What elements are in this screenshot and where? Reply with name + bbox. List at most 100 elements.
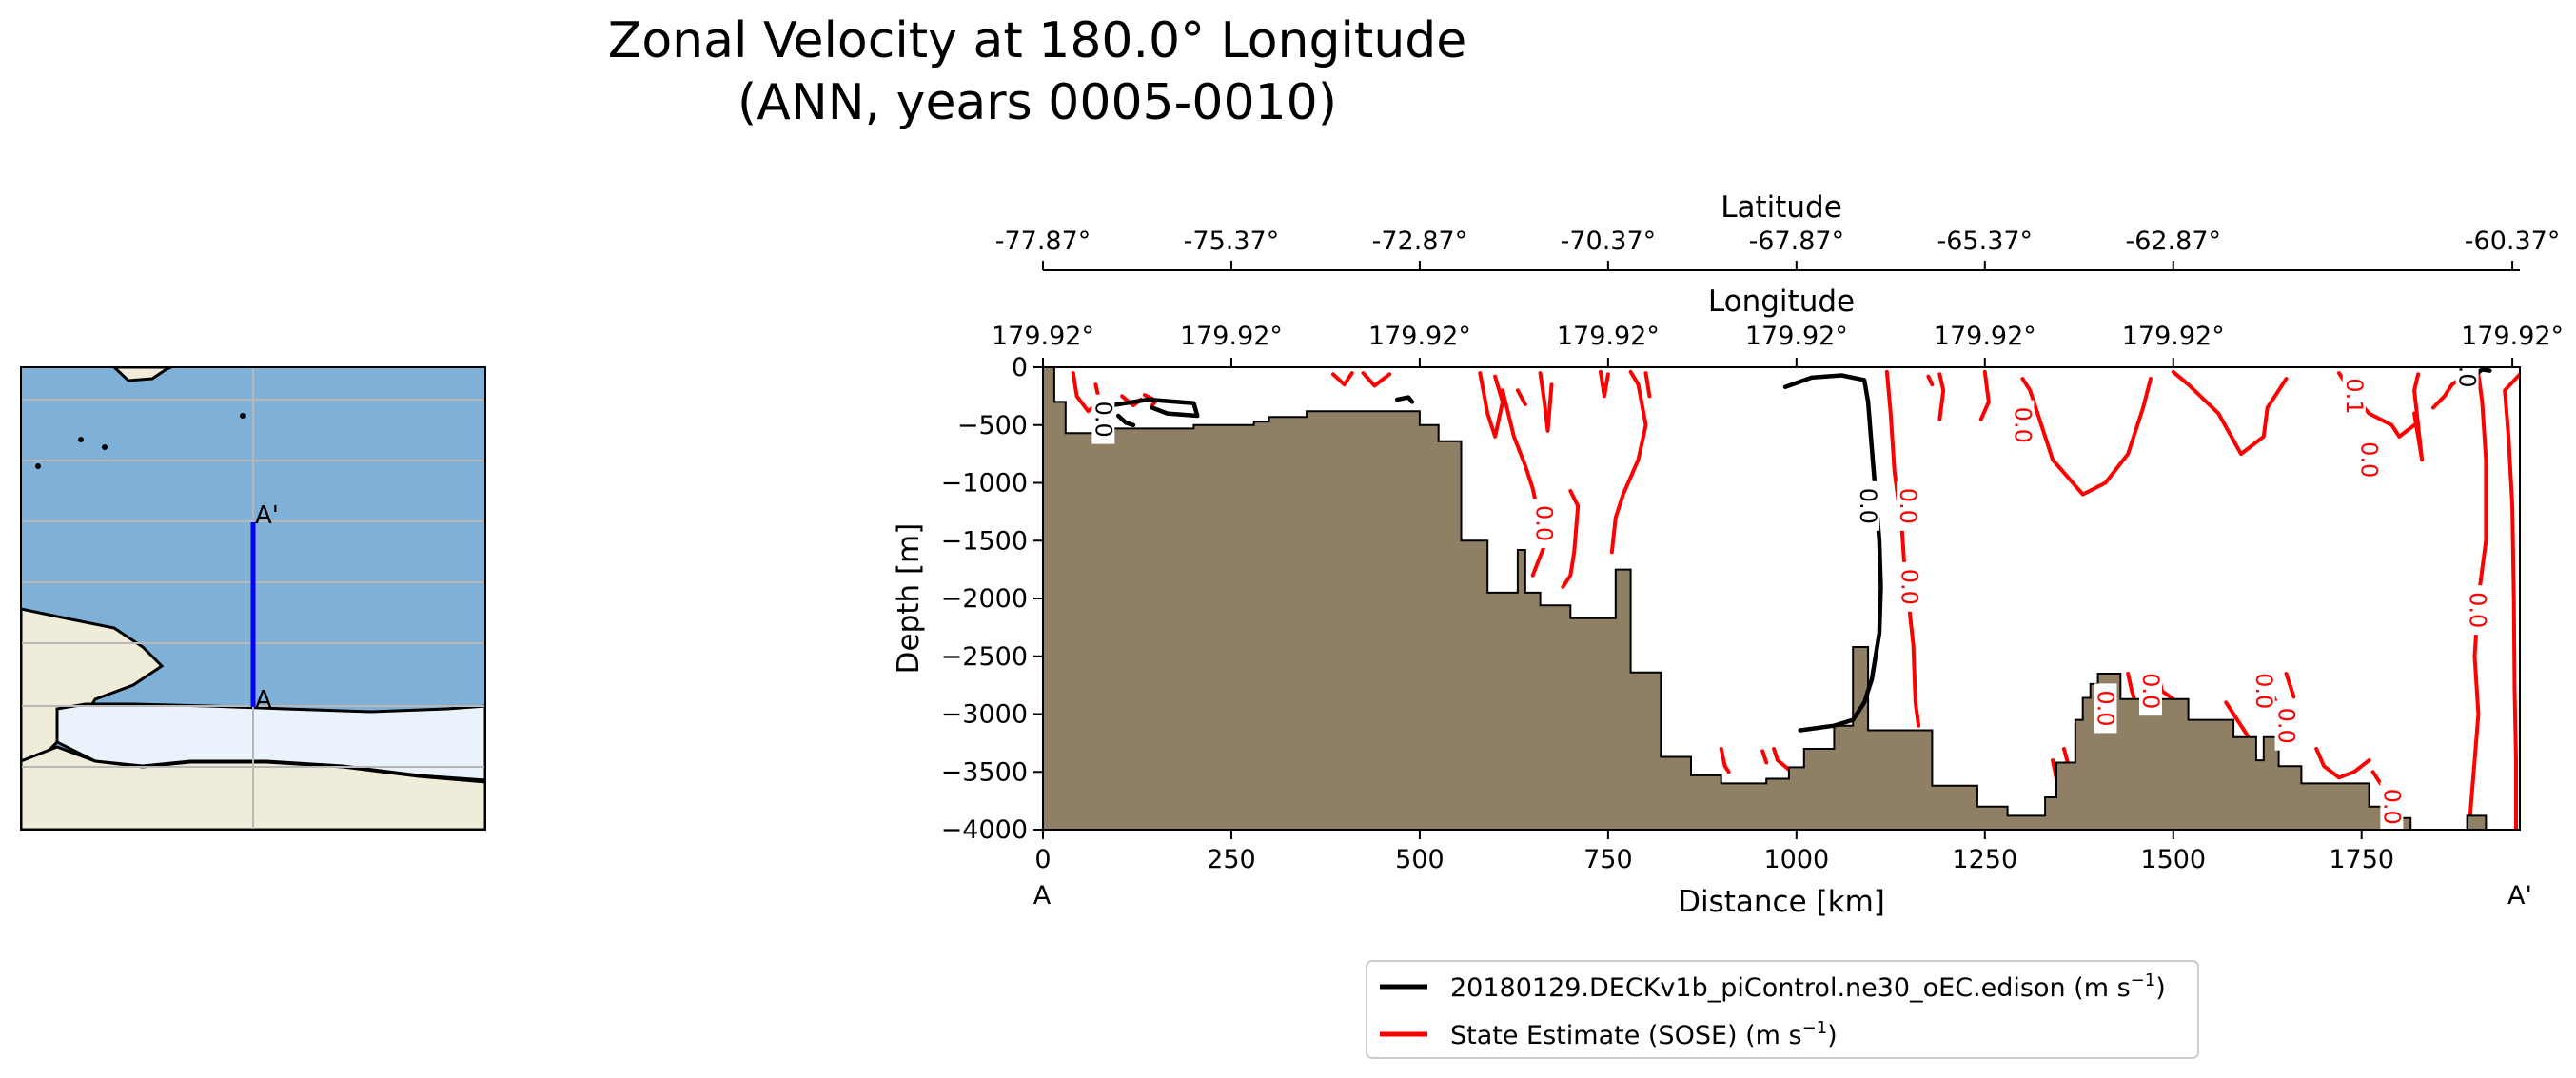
- map-gridlines: [21, 367, 485, 830]
- contour-line: [1538, 371, 1554, 433]
- x-tick-label: 250: [1207, 845, 1256, 874]
- contour-line: [1599, 369, 1610, 399]
- legend-box: [1366, 960, 2199, 1059]
- y-tick-label: −2500: [941, 642, 1028, 672]
- inset-map: A' A: [20, 366, 486, 831]
- y-axis-label: Depth [m]: [892, 523, 926, 675]
- contour-label-gap: [2357, 435, 2381, 485]
- longitude-tick-label: 179.92°: [1368, 322, 1471, 351]
- contour-label-gap: [1897, 480, 1920, 531]
- y-tick-label: −500: [957, 411, 1028, 441]
- contour-line: [2284, 672, 2296, 699]
- legend-entry-sose-close: ): [1827, 1021, 1838, 1050]
- x-tick-label: 1750: [2329, 845, 2394, 874]
- legend-entry-model-text: 20180129.DECKv1b_piControl.ne30_oEC.edis…: [1450, 973, 2131, 1003]
- contour-label: 0.1: [2341, 378, 2368, 414]
- y-tick-label: 0: [1012, 353, 1028, 382]
- title-line-1: Zonal Velocity at 180.0° Longitude: [608, 12, 1467, 69]
- contour-label: 0.0: [2092, 690, 2118, 726]
- x-tick-label: 1250: [1952, 845, 2017, 874]
- contour-label-gap: [2094, 683, 2117, 734]
- x-axis-ticks: 0 250 500 750 1000 1250 1500 1750: [1034, 830, 2394, 874]
- contour-label-gap: [1857, 480, 1880, 531]
- map-label-start: A: [255, 686, 272, 715]
- map-islet: [240, 413, 246, 419]
- legend-entry-sose: State Estimate (SOSE) (m s−1): [1450, 1018, 1838, 1050]
- contour-label: 0.0: [2251, 673, 2277, 709]
- longitude-axis-label: Longitude: [1708, 284, 1855, 319]
- contour-line: [1926, 374, 1935, 387]
- y-tick-label: −1500: [941, 526, 1028, 556]
- contour-label: 0.0: [2009, 407, 2035, 443]
- contour-line: [1760, 749, 1769, 765]
- contour-line: [1330, 371, 1354, 387]
- legend-entry-sose-exp: −1: [1802, 1018, 1828, 1038]
- end-label: A': [2507, 881, 2532, 911]
- section-chart: Latitude -77.87° -75.37° -72.87° -70.37° -67…: [892, 190, 2564, 919]
- latitude-tick-label: -62.87°: [2125, 226, 2221, 256]
- contour-line: [1561, 489, 1581, 589]
- map-island-top: [111, 367, 172, 382]
- contour-line: [1394, 395, 1415, 404]
- latitude-tick-label: -70.37°: [1561, 226, 1657, 256]
- map-islet: [102, 444, 108, 450]
- y-axis-ticks: 0 −500 −1000 −1500 −2000 −2500 −3000 −3500 −4000: [941, 353, 1043, 845]
- contour-label: 0.0: [2273, 708, 2300, 744]
- x-tick-label: 750: [1583, 845, 1633, 874]
- map-frame: [20, 366, 486, 831]
- contour-line: [1978, 369, 1991, 421]
- longitude-tick-label: 179.92°: [1745, 322, 1848, 351]
- longitude-tick-label: 179.92°: [1934, 322, 2036, 351]
- x-tick-label: 1500: [2140, 845, 2206, 874]
- contour-label: 0.0: [2465, 592, 2491, 628]
- longitude-tick-label: 179.92°: [992, 322, 1094, 351]
- contour-label-gap: [2274, 700, 2298, 751]
- x-axis-label: Distance [km]: [1678, 885, 1885, 919]
- contour-line: [1515, 388, 1527, 406]
- contour-label-gap: [2455, 367, 2479, 395]
- contour-label: 0.0: [1090, 402, 1116, 438]
- map-islet: [78, 437, 84, 442]
- latitude-tick-label: -72.87°: [1372, 226, 1468, 256]
- legend: 20180129.DECKv1b_piControl.ne30_oEC.edis…: [1366, 960, 2199, 1059]
- contour-line: [2171, 369, 2289, 457]
- contour-label-gap: [2466, 585, 2489, 636]
- contour-line: [2224, 700, 2251, 739]
- y-tick-label: −3000: [941, 700, 1028, 730]
- contour-line: [1937, 372, 1946, 421]
- map-islet: [35, 463, 41, 469]
- contour-line: [1478, 371, 1504, 439]
- contour-label-gap: [2252, 666, 2275, 716]
- contour-line: [2061, 747, 2070, 765]
- latitude-tick-label: -65.37°: [1937, 226, 2034, 256]
- x-tick-label: 500: [1395, 845, 1445, 874]
- contour-label-gap: [2342, 371, 2366, 421]
- legend-entry-model-exp: −1: [2131, 970, 2156, 990]
- contour-line: [1609, 369, 1648, 555]
- contour-label: 0.0: [1895, 488, 1921, 524]
- longitude-tick-label: 179.92°: [1180, 322, 1283, 351]
- start-label: A: [1033, 881, 1052, 911]
- y-tick-label: −3500: [941, 757, 1028, 787]
- contour-label: 0.0: [2378, 789, 2405, 825]
- title-line-2: (ANN, years 0005-0010): [737, 74, 1337, 131]
- legend-entry-model-close: ): [2155, 973, 2166, 1003]
- longitude-tick-label: 179.92°: [1557, 322, 1660, 351]
- contour-line: [1643, 371, 1652, 399]
- y-tick-label: −1000: [941, 469, 1028, 499]
- contour-label: 0.0: [1531, 505, 1558, 541]
- map-label-end: A': [255, 501, 279, 530]
- contour-label: 0.0: [1897, 569, 1923, 605]
- contour-label-gap: [1532, 499, 1556, 549]
- contour-label-gap: [1898, 561, 1921, 612]
- x-tick-label: 1000: [1763, 845, 1829, 874]
- contour-label-gap: [2139, 666, 2162, 716]
- legend-entry-sose-text: State Estimate (SOSE) (m s: [1450, 1021, 1802, 1050]
- contour-labels: 0.00.00.00.0 0.00.00.00.10.00.00.00.0 0.00…: [1090, 367, 2491, 830]
- contour-line: [1109, 397, 1200, 419]
- contour-line: [1115, 413, 1136, 428]
- longitude-tick-label: 179.92°: [2461, 322, 2564, 351]
- y-tick-label: −4000: [941, 815, 1028, 845]
- contour-line: [2503, 372, 2520, 830]
